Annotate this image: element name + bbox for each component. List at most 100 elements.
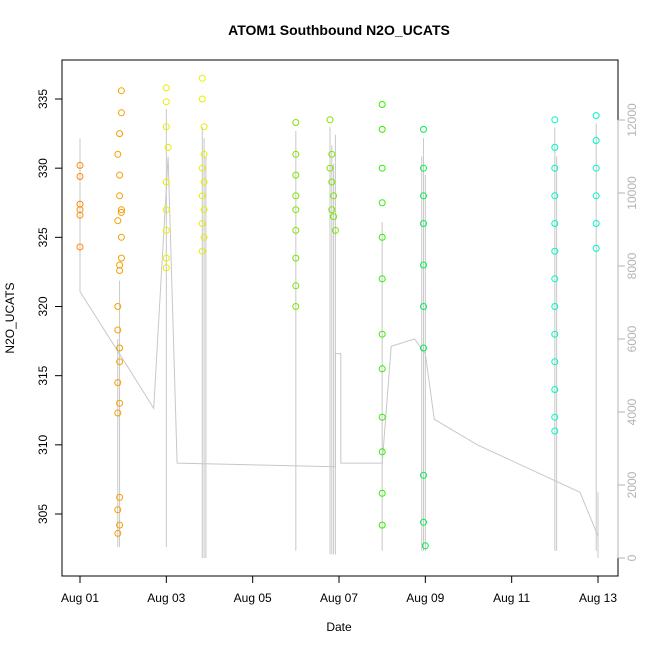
data-point <box>116 493 124 501</box>
altitude-line-layer <box>79 109 599 558</box>
data-point <box>378 521 386 529</box>
data-point <box>162 98 170 106</box>
data-point <box>378 125 386 133</box>
data-point <box>551 116 559 124</box>
y2-tick-label: 6000 <box>625 325 639 352</box>
y-axis: 305 310 315 320 325 330 335 <box>36 89 63 524</box>
y-tick-label: 330 <box>36 158 50 178</box>
data-point <box>551 427 559 435</box>
data-point <box>162 264 170 272</box>
data-point <box>551 247 559 255</box>
y2-tick-label: 8000 <box>625 252 639 279</box>
y-tick-label: 310 <box>36 435 50 455</box>
data-point <box>162 206 170 214</box>
data-point <box>114 379 122 387</box>
data-point <box>200 233 208 241</box>
data-point <box>420 518 427 526</box>
data-point <box>326 164 334 172</box>
data-point <box>200 123 208 131</box>
data-point <box>378 489 386 497</box>
data-point <box>292 206 300 214</box>
data-point <box>420 344 427 352</box>
y-tick-label: 325 <box>36 227 50 247</box>
data-point <box>114 303 122 310</box>
data-point <box>198 220 206 227</box>
y2-axis: 0 2000 4000 6000 8000 10000 12000 <box>617 103 639 561</box>
data-point <box>198 74 206 82</box>
data-point <box>200 206 208 214</box>
data-point <box>378 413 386 421</box>
y2-tick-label: 12000 <box>625 103 639 137</box>
data-point <box>592 164 600 172</box>
data-point <box>117 208 125 216</box>
y-tick-label: 320 <box>36 296 50 316</box>
data-point <box>114 217 122 225</box>
y2-tick-label: 4000 <box>625 398 639 425</box>
data-point <box>328 206 336 214</box>
data-point <box>117 254 125 262</box>
data-point <box>378 330 386 338</box>
data-point <box>292 226 300 234</box>
x-tick-label: Aug 03 <box>147 591 185 605</box>
data-point <box>551 303 559 310</box>
data-point <box>76 173 84 180</box>
data-point <box>162 254 170 262</box>
y-axis-label: N2O_UCATS <box>3 282 17 353</box>
data-point <box>198 247 206 255</box>
data-point <box>114 326 122 334</box>
x-tick-label: Aug 07 <box>320 591 358 605</box>
data-point <box>378 199 386 207</box>
data-point <box>551 275 559 283</box>
data-point <box>378 448 386 456</box>
data-point <box>331 226 339 234</box>
data-point <box>292 171 300 179</box>
data-point <box>330 192 338 200</box>
data-point <box>551 164 559 172</box>
data-point <box>116 130 124 138</box>
data-point <box>592 220 600 227</box>
x-tick-label: Aug 11 <box>493 591 530 605</box>
data-point <box>378 101 386 108</box>
y2-tick-label: 0 <box>625 554 639 561</box>
data-point <box>162 84 170 92</box>
data-point <box>378 233 386 241</box>
data-point <box>330 213 338 221</box>
x-tick-label: Aug 09 <box>406 591 444 605</box>
data-point <box>326 116 334 124</box>
data-point <box>114 409 122 417</box>
data-point <box>114 150 122 158</box>
y-tick-label: 305 <box>36 504 50 524</box>
data-point <box>420 471 427 479</box>
data-point <box>551 386 559 393</box>
data-point <box>164 143 172 151</box>
data-point <box>116 344 124 352</box>
data-point <box>200 178 208 186</box>
data-point <box>328 150 336 158</box>
data-point <box>76 243 84 251</box>
data-point <box>421 542 429 550</box>
x-axis: Aug 01 Aug 03 Aug 05 Aug 07 Aug 09 Aug 11 Aug … <box>61 575 617 605</box>
data-point <box>198 95 206 103</box>
data-point <box>116 399 124 407</box>
y2-tick-label: 10000 <box>625 176 639 210</box>
data-point <box>292 254 300 262</box>
data-point <box>117 109 125 117</box>
data-point <box>420 303 427 310</box>
x-tick-label: Aug 13 <box>579 591 617 605</box>
data-point <box>378 275 386 283</box>
data-point <box>116 171 124 179</box>
data-point <box>292 282 300 290</box>
altitude-line <box>79 138 599 558</box>
data-point <box>551 413 559 421</box>
data-point <box>116 358 124 366</box>
data-point <box>420 261 427 269</box>
data-point <box>292 150 300 158</box>
data-point-layer <box>76 74 600 550</box>
data-point <box>198 192 206 200</box>
y2-tick-label: 2000 <box>625 471 639 498</box>
data-point <box>592 244 600 252</box>
data-point <box>292 192 300 200</box>
data-point <box>292 119 300 126</box>
